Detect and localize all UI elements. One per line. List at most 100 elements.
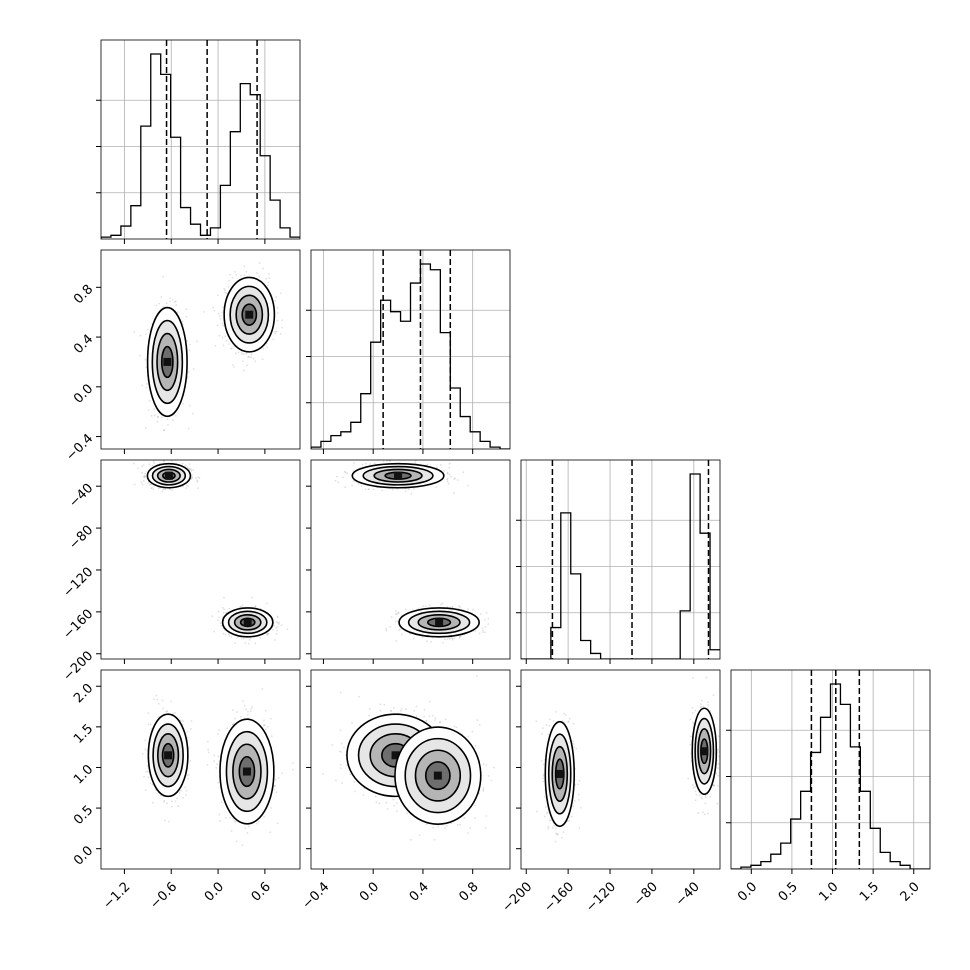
scatter-point [228,607,231,610]
scatter-point [467,608,470,611]
scatter-point [211,615,214,618]
scatter-point [397,612,400,614]
scatter-point [351,484,353,487]
scatter-point [229,273,232,276]
scatter-point [188,467,191,470]
scatter-point [174,800,177,803]
scatter-point [276,621,279,624]
scatter-point [142,464,145,467]
joint-panel [100,459,301,660]
panel-frame [310,459,511,660]
scatter-point [272,628,274,631]
scatter-point [185,315,188,318]
scatter-point [144,333,147,336]
scatter-point [143,475,145,478]
scatter-point [241,604,244,607]
scatter-point [157,487,160,490]
histogram-panel [306,249,511,450]
density-peak [435,618,444,627]
scatter-point [479,613,482,615]
scatter-point [426,640,428,643]
scatter-point [152,488,155,491]
joint-panel [100,249,301,451]
scatter-point [398,629,400,631]
scatter-point [247,356,249,358]
scatter-point [185,789,188,792]
scatter-point [156,698,159,701]
scatter-point [163,801,165,804]
scatter-point [216,294,219,297]
scatter-point [239,274,242,277]
histogram-step [731,683,930,869]
joint-panel [100,669,301,870]
scatter-point [337,481,340,484]
scatter-point [442,641,444,644]
scatter-point [149,723,152,726]
scatter-point [242,637,245,640]
scatter-point [446,638,449,640]
density-peak [394,471,403,480]
scatter-point [446,477,449,480]
scatter-point [133,483,136,486]
scatter-point [414,461,416,464]
scatter-point [234,820,237,823]
scatter-point [221,322,224,325]
scatter-point [217,610,220,613]
scatter-point [235,273,238,276]
scatter-point [424,605,427,608]
scatter-point [155,694,158,697]
scatter-point [246,832,249,834]
scatter-point [250,353,253,356]
scatter-point [245,708,247,711]
scatter-point [139,334,142,337]
scatter-point [446,480,449,483]
scatter-point [266,634,268,637]
scatter-point [443,469,446,472]
scatter-point [161,699,164,702]
scatter-point [227,633,230,636]
scatter-point [435,466,438,469]
scatter-point [143,476,146,479]
scatter-point [222,611,225,614]
scatter-point [267,272,270,275]
scatter-point [150,414,153,417]
scatter-point [344,471,347,474]
scatter-point [164,488,167,491]
scatter-point [191,477,193,480]
scatter-point [186,466,189,469]
scatter-point [369,463,372,465]
scatter-point [276,319,279,322]
scatter-point [361,463,364,466]
scatter-point [197,487,199,490]
scatter-point [263,724,265,727]
scatter-point [222,306,225,308]
scatter-point [385,629,388,632]
scatter-point [157,449,159,451]
scatter-point [189,759,192,762]
scatter-point [181,462,184,465]
scatter-point [165,710,168,713]
scatter-point [458,605,460,607]
scatter-point [141,471,143,474]
scatter-point [417,607,420,610]
scatter-point [446,471,449,474]
scatter-point [213,760,216,763]
scatter-point [237,351,240,354]
scatter-point [243,274,246,277]
scatter-point [184,786,186,789]
scatter-point [233,722,235,725]
scatter-point [214,344,217,347]
scatter-point [162,707,164,710]
scatter-point [196,480,199,483]
scatter-point [262,347,265,350]
scatter-point [242,360,244,363]
scatter-point [275,791,278,793]
scatter-point [188,404,191,407]
scatter-point [153,408,156,410]
scatter-point [144,739,147,742]
scatter-point [272,338,275,341]
scatter-point [458,636,461,639]
scatter-point [233,820,236,822]
scatter-point [150,728,153,730]
